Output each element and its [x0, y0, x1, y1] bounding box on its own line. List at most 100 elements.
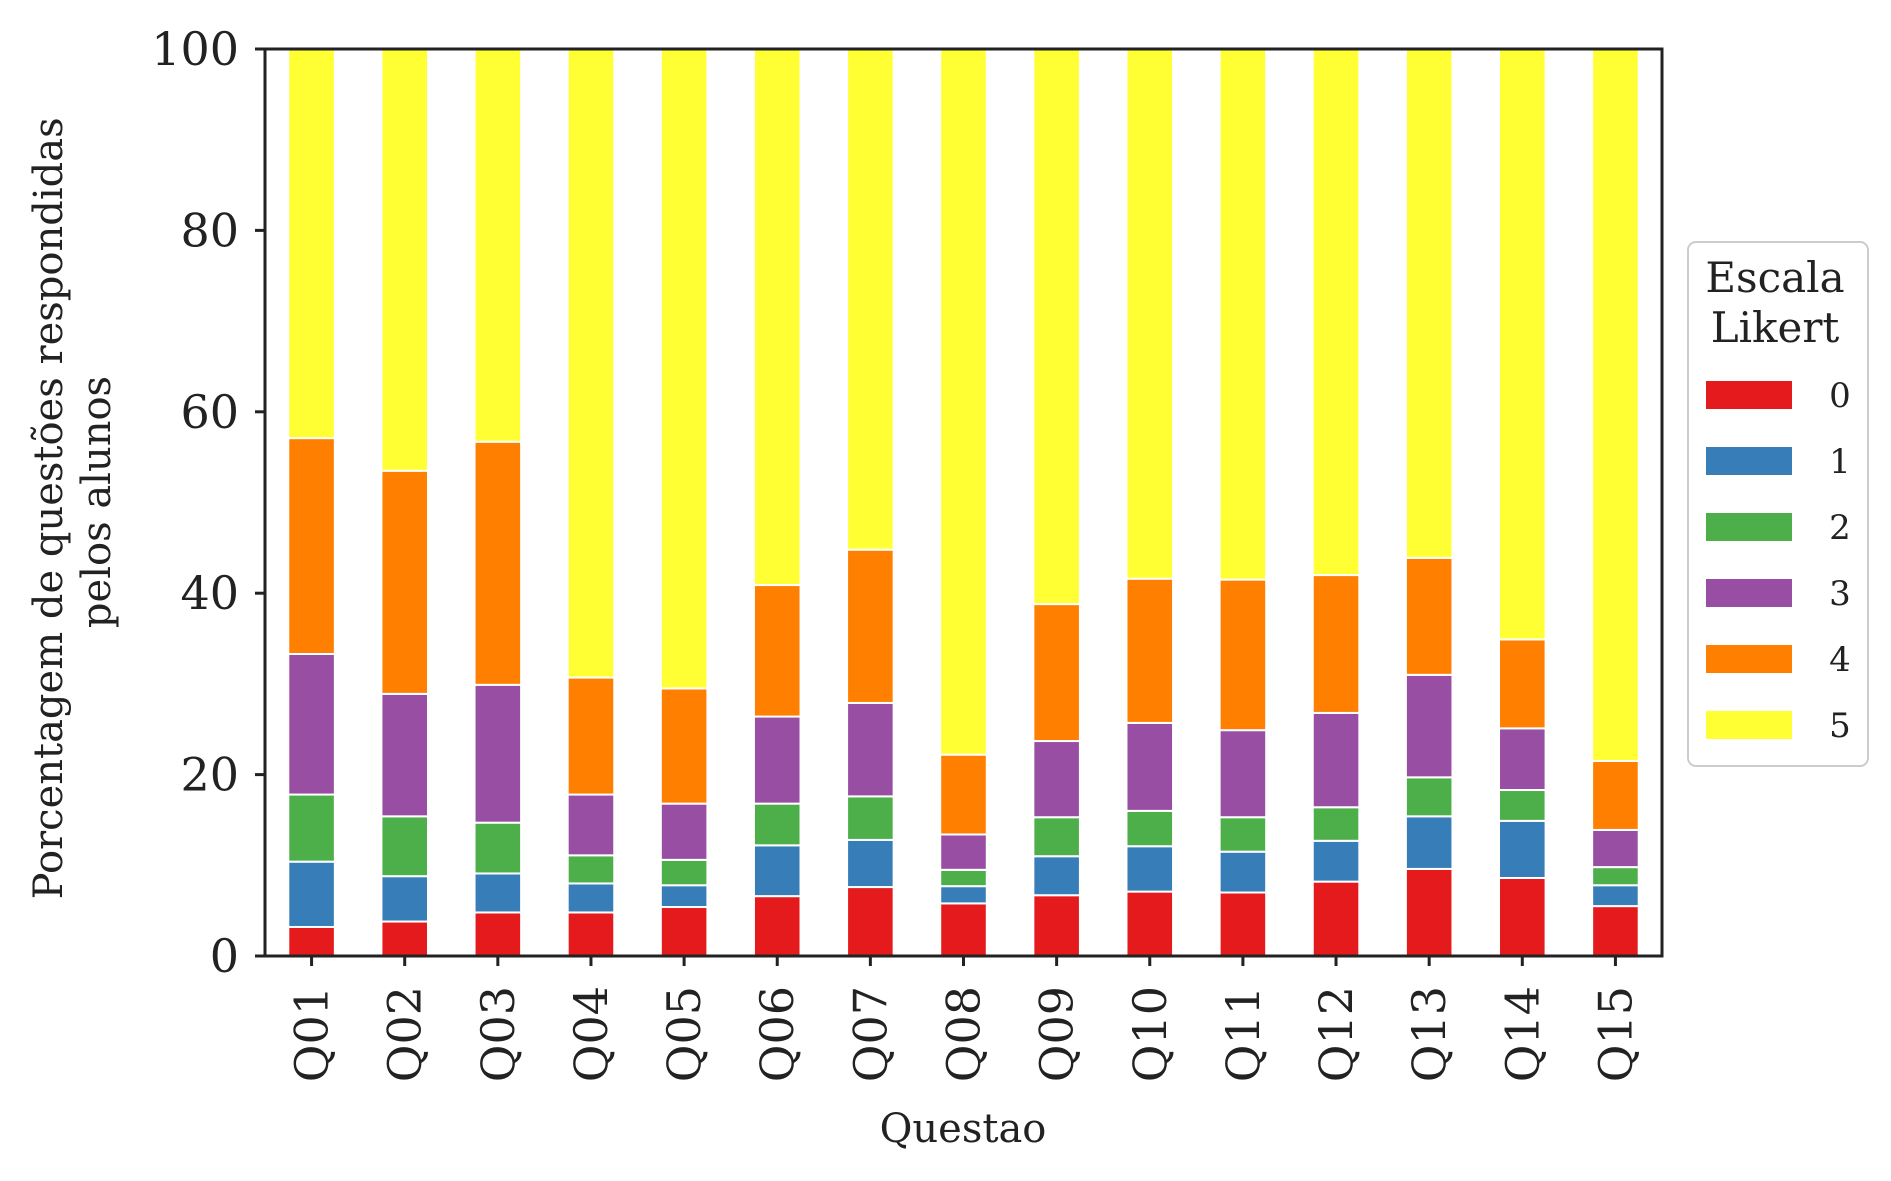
- bar-segment-Q08-level-0: [939, 902, 988, 958]
- bar-segment-Q12-level-0: [1311, 880, 1361, 958]
- legend-swatch-5: [1706, 711, 1792, 739]
- bar-segment-Q14-level-2: [1498, 789, 1547, 822]
- bar-segment-Q03-level-1: [473, 872, 523, 914]
- legend-label-5: 5: [1829, 706, 1851, 746]
- y-axis-title-line-2: pelos alunos: [74, 376, 120, 628]
- y-axis-ticks: 0 20 40 60 80 100: [151, 22, 265, 983]
- bar-segment-Q02-level-3: [380, 692, 429, 818]
- bar-segment-Q11-level-2: [1218, 816, 1268, 853]
- bar-segment-Q09-level-5: [1032, 48, 1081, 606]
- x-tick-label-Q10: Q10: [1123, 986, 1177, 1082]
- y-axis-title-line-1: Porcentagem de questões respondidas: [26, 117, 72, 899]
- bar-segment-Q04-level-2: [566, 854, 616, 885]
- legend-swatch-4: [1706, 645, 1792, 673]
- bar-segment-Q14-level-1: [1498, 819, 1547, 879]
- bar-segment-Q05-level-5: [659, 48, 709, 690]
- y-tick-label-60: 60: [180, 385, 239, 439]
- bar-segment-Q11-level-3: [1218, 729, 1268, 819]
- bar-segment-Q01-level-0: [287, 925, 336, 957]
- bar-segment-Q10-level-1: [1125, 845, 1175, 893]
- bar-segment-Q12-level-4: [1311, 574, 1361, 714]
- bar-segment-Q08-level-2: [939, 868, 988, 888]
- bar-segment-Q10-level-4: [1125, 577, 1175, 724]
- legend-label-2: 2: [1829, 508, 1851, 548]
- bar-segment-Q14-level-5: [1498, 48, 1547, 641]
- bar-segment-Q04-level-4: [566, 676, 616, 796]
- bar-segment-Q07-level-5: [846, 48, 895, 551]
- bar-segment-Q14-level-0: [1498, 877, 1547, 957]
- bar-segment-Q06-level-2: [752, 802, 802, 847]
- bar-segment-Q08-level-5: [939, 48, 988, 756]
- bar-segment-Q03-level-5: [473, 48, 523, 443]
- x-tick-label-Q08: Q08: [937, 986, 991, 1082]
- bar-segment-Q09-level-2: [1032, 816, 1081, 858]
- bar-segment-Q06-level-4: [752, 584, 802, 718]
- bar-segment-Q06-level-5: [752, 48, 802, 587]
- y-tick-label-20: 20: [180, 748, 239, 802]
- bar-segment-Q13-level-4: [1404, 556, 1454, 676]
- bars-layer: [287, 48, 1640, 958]
- bar-segment-Q15-level-3: [1591, 828, 1640, 869]
- bar-segment-Q15-level-5: [1591, 48, 1640, 762]
- bar-segment-Q14-level-4: [1498, 638, 1547, 730]
- bar-segment-Q01-level-1: [287, 860, 336, 928]
- bar-segment-Q07-level-2: [846, 795, 895, 841]
- bar-segment-Q03-level-3: [473, 683, 523, 824]
- legend-swatch-3: [1706, 579, 1792, 607]
- legend-label-1: 1: [1829, 442, 1851, 482]
- bar-segment-Q08-level-4: [939, 753, 988, 836]
- bar-segment-Q10-level-2: [1125, 809, 1175, 848]
- bar-segment-Q02-level-1: [380, 875, 429, 923]
- bar-segment-Q13-level-0: [1404, 867, 1454, 957]
- bar-segment-Q11-level-1: [1218, 850, 1268, 894]
- bar-segment-Q06-level-3: [752, 715, 802, 805]
- bar-segment-Q10-level-5: [1125, 48, 1175, 580]
- bar-segment-Q13-level-2: [1404, 776, 1454, 818]
- bar-segment-Q15-level-2: [1591, 866, 1640, 887]
- bar-segment-Q13-level-3: [1404, 673, 1454, 779]
- bar-segment-Q04-level-5: [566, 48, 616, 679]
- legend-label-4: 4: [1829, 640, 1851, 680]
- bar-segment-Q04-level-1: [566, 882, 616, 914]
- x-axis-title: Questao: [880, 1106, 1047, 1152]
- bar-segment-Q14-level-3: [1498, 727, 1547, 792]
- bar-segment-Q15-level-1: [1591, 884, 1640, 908]
- bar-segment-Q02-level-4: [380, 469, 429, 695]
- x-tick-label-Q13: Q13: [1402, 986, 1456, 1082]
- bar-segment-Q08-level-3: [939, 833, 988, 871]
- bar-segment-Q12-level-5: [1311, 48, 1361, 577]
- bar-segment-Q09-level-1: [1032, 855, 1081, 897]
- bar-segment-Q02-level-0: [380, 920, 429, 958]
- bar-segment-Q12-level-2: [1311, 806, 1361, 842]
- x-tick-label-Q12: Q12: [1309, 986, 1363, 1082]
- x-tick-label-Q01: Q01: [285, 986, 339, 1082]
- bar-segment-Q09-level-4: [1032, 603, 1081, 743]
- x-tick-label-Q11: Q11: [1216, 986, 1270, 1082]
- bar-segment-Q03-level-4: [473, 440, 523, 686]
- bar-segment-Q10-level-0: [1125, 890, 1175, 957]
- legend-swatch-2: [1706, 513, 1792, 541]
- bar-segment-Q03-level-2: [473, 821, 523, 875]
- bar-segment-Q09-level-3: [1032, 740, 1081, 819]
- bar-segment-Q11-level-4: [1218, 578, 1268, 732]
- bar-segment-Q15-level-4: [1591, 760, 1640, 831]
- bar-segment-Q09-level-0: [1032, 894, 1081, 957]
- legend-swatch-0: [1706, 381, 1792, 409]
- legend-swatch-1: [1706, 447, 1792, 475]
- bar-segment-Q07-level-0: [846, 886, 895, 958]
- legend-box: [1687, 241, 1869, 767]
- legend-label-3: 3: [1829, 574, 1851, 614]
- bar-segment-Q07-level-1: [846, 838, 895, 889]
- bar-segment-Q06-level-0: [752, 895, 802, 958]
- y-tick-label-100: 100: [151, 22, 239, 76]
- bar-segment-Q08-level-1: [939, 885, 988, 905]
- bar-segment-Q04-level-3: [566, 793, 616, 857]
- bar-segment-Q06-level-1: [752, 844, 802, 898]
- bar-segment-Q13-level-5: [1404, 48, 1454, 559]
- x-tick-label-Q14: Q14: [1495, 986, 1549, 1082]
- legend: Escala Likert 0 1 2 3 4 5: [1687, 241, 1869, 767]
- bar-segment-Q15-level-0: [1591, 905, 1640, 957]
- x-tick-label-Q05: Q05: [657, 986, 711, 1082]
